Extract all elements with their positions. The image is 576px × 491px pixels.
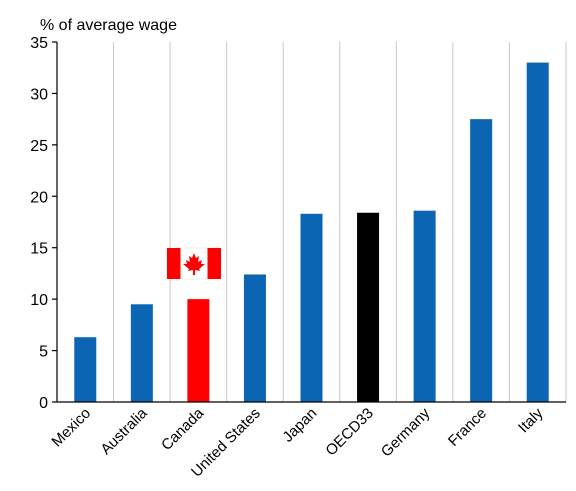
bars [74, 62, 549, 403]
bar-germany [413, 210, 436, 402]
y-axis: 0 5 10 15 20 25 30 35 [30, 35, 57, 412]
y-tick-label: 20 [30, 189, 48, 206]
bar-oecd33 [357, 212, 380, 402]
y-tick-label: 35 [30, 35, 48, 52]
category-grid [56, 42, 567, 402]
x-tick-label: Germany [378, 404, 434, 460]
y-tick-label: 10 [30, 292, 48, 309]
x-tick-label: OECD33 [322, 405, 376, 459]
x-tick-label: Canada [158, 404, 208, 454]
y-tick-label: 5 [39, 344, 48, 361]
y-tick-label: 25 [30, 138, 48, 155]
bar-france [470, 119, 493, 403]
bar-united-states [243, 274, 266, 402]
y-axis-label: % of average wage [40, 17, 177, 34]
y-tick-label: 30 [30, 86, 48, 103]
x-tick-label: Italy [515, 404, 547, 436]
x-tick-label: Mexico [48, 405, 94, 451]
x-tick-label: France [445, 405, 490, 450]
y-tick-label: 0 [39, 395, 48, 412]
x-tick-label: Australia [97, 404, 151, 458]
bar-japan [300, 213, 323, 402]
bar-australia [130, 304, 153, 402]
bar-italy [526, 62, 549, 402]
bar-canada [187, 299, 210, 402]
y-tick-label: 15 [30, 241, 48, 258]
canada-flag-icon [166, 247, 222, 280]
bar-mexico [74, 337, 97, 402]
x-tick-label: Japan [279, 405, 320, 446]
